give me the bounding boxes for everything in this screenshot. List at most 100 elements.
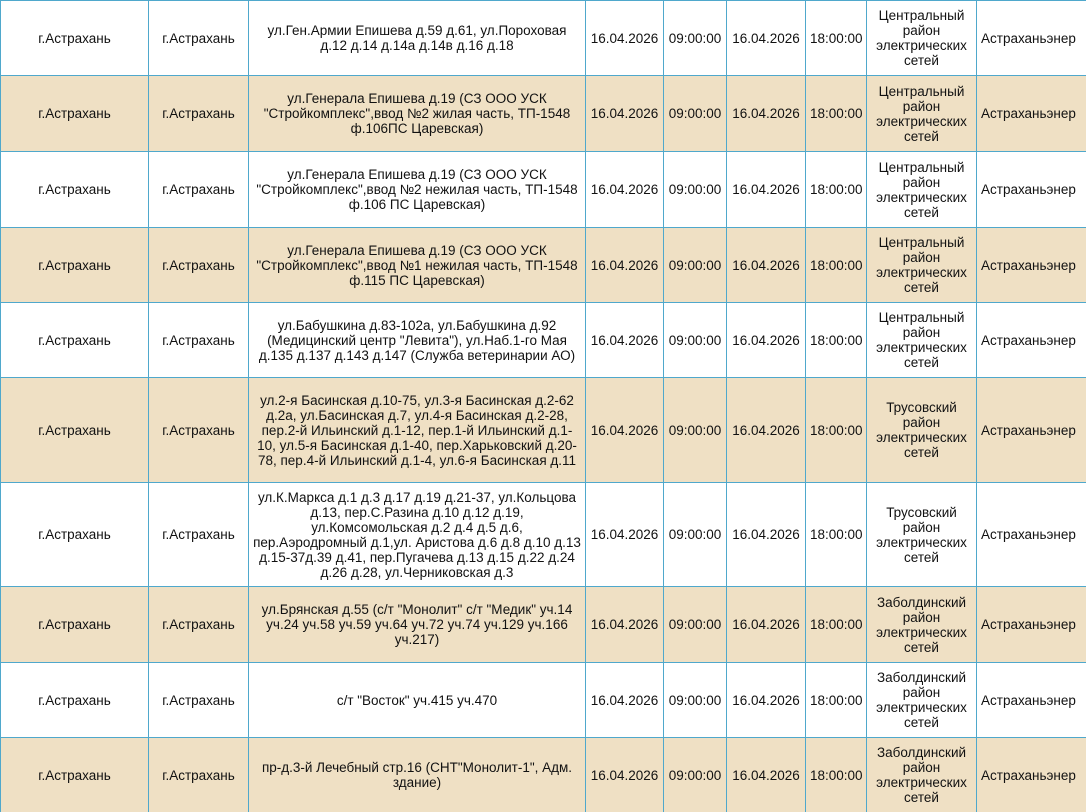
locality: г.Астрахань [148,227,249,303]
start-date: 16.04.2026 [585,377,664,483]
end-date: 16.04.2026 [726,737,806,812]
organization: Астраханьэнер [976,151,1086,228]
locality: г.Астрахань [148,151,249,228]
end-date: 16.04.2026 [726,482,806,587]
table-row: г.Астрахань г.Астрахань ул.Бабушкина д.83-… [0,302,1086,378]
start-time: 09:00:00 [663,227,727,303]
city: г.Астрахань [0,227,149,303]
start-date: 16.04.2026 [585,586,664,663]
organization: Астраханьэнер [976,482,1086,587]
address: ул.К.Маркса д.1 д.3 д.17 д.19 д.21-37, у… [248,482,586,587]
start-date: 16.04.2026 [585,482,664,587]
table-row: г.Астрахань г.Астрахань с/т "Восток" уч.41… [0,662,1086,738]
city: г.Астрахань [0,0,149,76]
end-time: 18:00:00 [805,302,867,378]
start-date: 16.04.2026 [585,151,664,228]
start-time: 09:00:00 [663,75,727,152]
city: г.Астрахань [0,737,149,812]
start-time: 09:00:00 [663,302,727,378]
end-time: 18:00:00 [805,586,867,663]
locality: г.Астрахань [148,75,249,152]
end-date: 16.04.2026 [726,151,806,228]
start-time: 09:00:00 [663,586,727,663]
address: ул.Генерала Епишева д.19 (СЗ ООО УСК "Ст… [248,227,586,303]
organization: Астраханьэнер [976,586,1086,663]
start-date: 16.04.2026 [585,0,664,76]
start-date: 16.04.2026 [585,302,664,378]
district: Центральный район электрических сетей [866,227,977,303]
district: Центральный район электрических сетей [866,302,977,378]
locality: г.Астрахань [148,302,249,378]
start-date: 16.04.2026 [585,737,664,812]
district: Заболдинский район электрических сетей [866,737,977,812]
start-date: 16.04.2026 [585,227,664,303]
start-date: 16.04.2026 [585,662,664,738]
district: Центральный район электрических сетей [866,151,977,228]
table-row: г.Астрахань г.Астрахань пр-д.3-й Лечебный … [0,737,1086,812]
locality: г.Астрахань [148,662,249,738]
locality: г.Астрахань [148,586,249,663]
organization: Астраханьэнер [976,302,1086,378]
address: ул.Бабушкина д.83-102а, ул.Бабушкина д.9… [248,302,586,378]
end-time: 18:00:00 [805,151,867,228]
end-time: 18:00:00 [805,482,867,587]
locality: г.Астрахань [148,0,249,76]
district: Заболдинский район электрических сетей [866,662,977,738]
locality: г.Астрахань [148,377,249,483]
start-time: 09:00:00 [663,482,727,587]
end-date: 16.04.2026 [726,377,806,483]
city: г.Астрахань [0,377,149,483]
organization: Астраханьэнер [976,0,1086,76]
address: ул.2-я Басинская д.10-75, ул.3-я Басинск… [248,377,586,483]
end-date: 16.04.2026 [726,227,806,303]
end-date: 16.04.2026 [726,586,806,663]
end-date: 16.04.2026 [726,75,806,152]
end-time: 18:00:00 [805,662,867,738]
end-time: 18:00:00 [805,0,867,76]
district: Заболдинский район электрических сетей [866,586,977,663]
address: ул.Ген.Армии Епишева д.59 д.61, ул.Порох… [248,0,586,76]
organization: Астраханьэнер [976,227,1086,303]
start-time: 09:00:00 [663,377,727,483]
table-row: г.Астрахань г.Астрахань ул.Брянская д.55 (… [0,586,1086,663]
organization: Астраханьэнер [976,662,1086,738]
locality: г.Астрахань [148,482,249,587]
address: ул.Генерала Епишева д.19 (СЗ ООО УСК "Ст… [248,75,586,152]
start-date: 16.04.2026 [585,75,664,152]
end-date: 16.04.2026 [726,302,806,378]
end-time: 18:00:00 [805,75,867,152]
city: г.Астрахань [0,302,149,378]
address: пр-д.3-й Лечебный стр.16 (СНТ"Монолит-1"… [248,737,586,812]
end-date: 16.04.2026 [726,0,806,76]
start-time: 09:00:00 [663,0,727,76]
city: г.Астрахань [0,662,149,738]
start-time: 09:00:00 [663,662,727,738]
locality: г.Астрахань [148,737,249,812]
table-row: г.Астрахань г.Астрахань ул.Генерала Епишев… [0,227,1086,303]
organization: Астраханьэнер [976,75,1086,152]
address: с/т "Восток" уч.415 уч.470 [248,662,586,738]
end-time: 18:00:00 [805,227,867,303]
city: г.Астрахань [0,586,149,663]
district: Центральный район электрических сетей [866,75,977,152]
district: Центральный район электрических сетей [866,0,977,76]
organization: Астраханьэнер [976,377,1086,483]
table-row: г.Астрахань г.Астрахань ул.К.Маркса д.1 д.… [0,482,1086,587]
start-time: 09:00:00 [663,737,727,812]
end-time: 18:00:00 [805,377,867,483]
table-row: г.Астрахань г.Астрахань ул.Генерала Епишев… [0,151,1086,228]
district: Трусовский район электрических сетей [866,482,977,587]
end-time: 18:00:00 [805,737,867,812]
table-row: г.Астрахань г.Астрахань ул.Ген.Армии Епише… [0,0,1086,76]
table-row: г.Астрахань г.Астрахань ул.2-я Басинская д… [0,377,1086,483]
address: ул.Генерала Епишева д.19 (СЗ ООО УСК "Ст… [248,151,586,228]
city: г.Астрахань [0,151,149,228]
end-date: 16.04.2026 [726,662,806,738]
city: г.Астрахань [0,75,149,152]
city: г.Астрахань [0,482,149,587]
address: ул.Брянская д.55 (с/т "Монолит" с/т "Мед… [248,586,586,663]
district: Трусовский район электрических сетей [866,377,977,483]
